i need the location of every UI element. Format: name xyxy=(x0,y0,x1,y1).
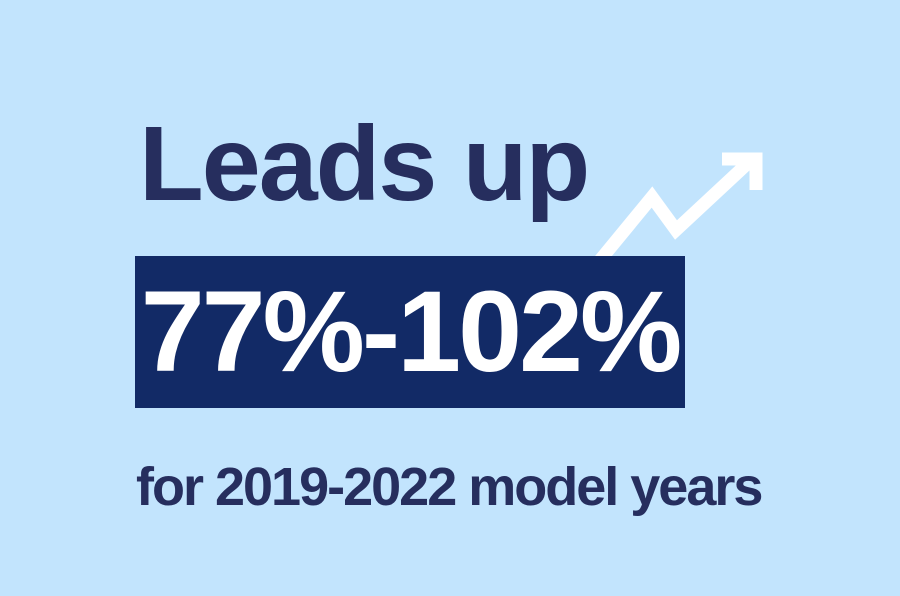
highlight-box: 77%-102% xyxy=(135,256,685,408)
highlight-value-text: 77%-102% xyxy=(140,267,683,396)
headline-text: Leads up xyxy=(139,105,590,223)
caption-text: for 2019-2022 model years xyxy=(136,457,763,517)
